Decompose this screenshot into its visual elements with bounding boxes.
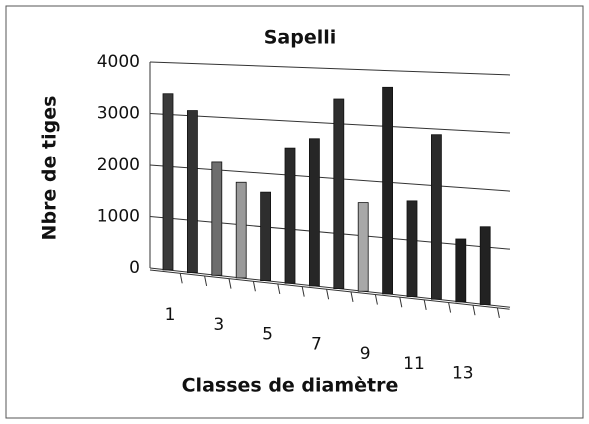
bar	[430, 134, 442, 300]
chart-title: Sapelli	[264, 27, 337, 49]
x-tick-label: 5	[262, 325, 273, 345]
x-axis-title: Classes de diamètre	[182, 375, 399, 397]
x-tick-label: 3	[213, 315, 224, 335]
x-tick-mark	[179, 273, 183, 284]
grid-line	[149, 216, 511, 250]
x-tick-mark	[423, 299, 427, 310]
x-tick-mark	[374, 294, 378, 305]
x-tick-label: 11	[403, 354, 425, 374]
x-tick-mark	[326, 289, 330, 300]
x-tick-label: 9	[360, 344, 371, 364]
grid-line	[149, 113, 511, 134]
bar	[186, 110, 198, 274]
bar	[211, 161, 223, 276]
y-tick-label: 2000	[97, 155, 140, 175]
x-tick-mark	[350, 291, 354, 303]
x-axis-line	[149, 269, 510, 310]
y-tick-label: 3000	[97, 104, 140, 124]
bar	[162, 93, 174, 271]
bar	[479, 226, 491, 305]
x-tick-mark	[472, 305, 476, 316]
y-tick-label: 1000	[97, 207, 140, 227]
bar	[455, 238, 467, 303]
bar	[235, 181, 247, 279]
x-tick-label: 7	[311, 334, 322, 354]
x-tick-mark	[301, 286, 305, 297]
y-tick-label: 0	[129, 258, 140, 278]
x-tick-label: 1	[165, 305, 176, 325]
x-tick-label: 13	[452, 364, 474, 384]
bar	[308, 138, 320, 287]
grid-line	[149, 164, 511, 192]
y-tick-label: 4000	[97, 52, 140, 72]
chart-border	[5, 5, 584, 419]
x-tick-mark	[277, 283, 281, 295]
bar	[382, 86, 394, 295]
x-tick-mark	[448, 302, 452, 313]
bar	[357, 202, 369, 292]
bar	[406, 200, 418, 297]
x-tick-mark	[228, 278, 232, 289]
x-tick-mark	[252, 281, 256, 292]
bar	[260, 191, 272, 282]
bar	[284, 147, 296, 284]
x-tick-mark	[496, 307, 500, 318]
x-tick-mark	[204, 275, 208, 287]
y-axis-title: Nbre de tiges	[39, 96, 61, 241]
bar	[333, 98, 345, 289]
grid-line	[149, 267, 511, 308]
x-tick-mark	[399, 297, 403, 308]
grid-line	[149, 61, 511, 76]
